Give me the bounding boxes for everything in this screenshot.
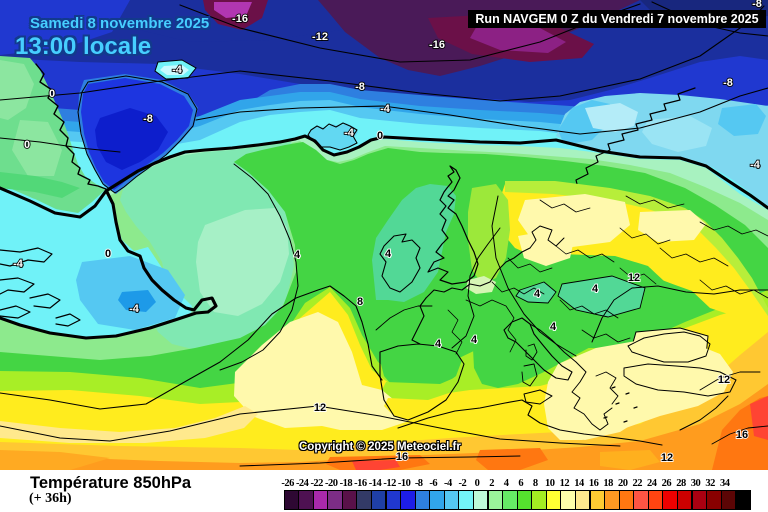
svg-text:12: 12: [314, 402, 326, 414]
svg-text:0: 0: [24, 139, 30, 151]
svg-text:4: 4: [534, 288, 541, 300]
svg-text:0: 0: [377, 130, 383, 142]
svg-text:-16: -16: [429, 39, 445, 51]
svg-text:-8: -8: [143, 113, 153, 125]
svg-text:12: 12: [718, 374, 730, 386]
svg-text:-12: -12: [312, 31, 328, 43]
svg-text:-4: -4: [13, 258, 24, 270]
svg-text:12: 12: [661, 452, 673, 464]
svg-text:4: 4: [294, 249, 301, 261]
svg-text:0: 0: [49, 88, 55, 100]
svg-text:8: 8: [357, 296, 363, 308]
svg-text:-4: -4: [129, 303, 140, 315]
svg-text:16: 16: [736, 429, 748, 441]
svg-text:-4: -4: [750, 159, 761, 171]
svg-text:-16: -16: [232, 13, 248, 25]
svg-text:12: 12: [628, 272, 640, 284]
svg-text:-4: -4: [344, 127, 355, 139]
svg-text:-4: -4: [172, 64, 183, 76]
svg-text:4: 4: [435, 338, 442, 350]
svg-text:-8: -8: [355, 81, 365, 93]
svg-text:4: 4: [550, 321, 557, 333]
svg-text:4: 4: [471, 334, 478, 346]
svg-text:16: 16: [396, 451, 408, 463]
svg-text:4: 4: [385, 248, 392, 260]
svg-text:-8: -8: [723, 77, 733, 89]
svg-text:-4: -4: [380, 103, 391, 115]
svg-text:0: 0: [105, 248, 111, 260]
svg-text:-8: -8: [752, 0, 762, 10]
svg-text:4: 4: [592, 283, 599, 295]
